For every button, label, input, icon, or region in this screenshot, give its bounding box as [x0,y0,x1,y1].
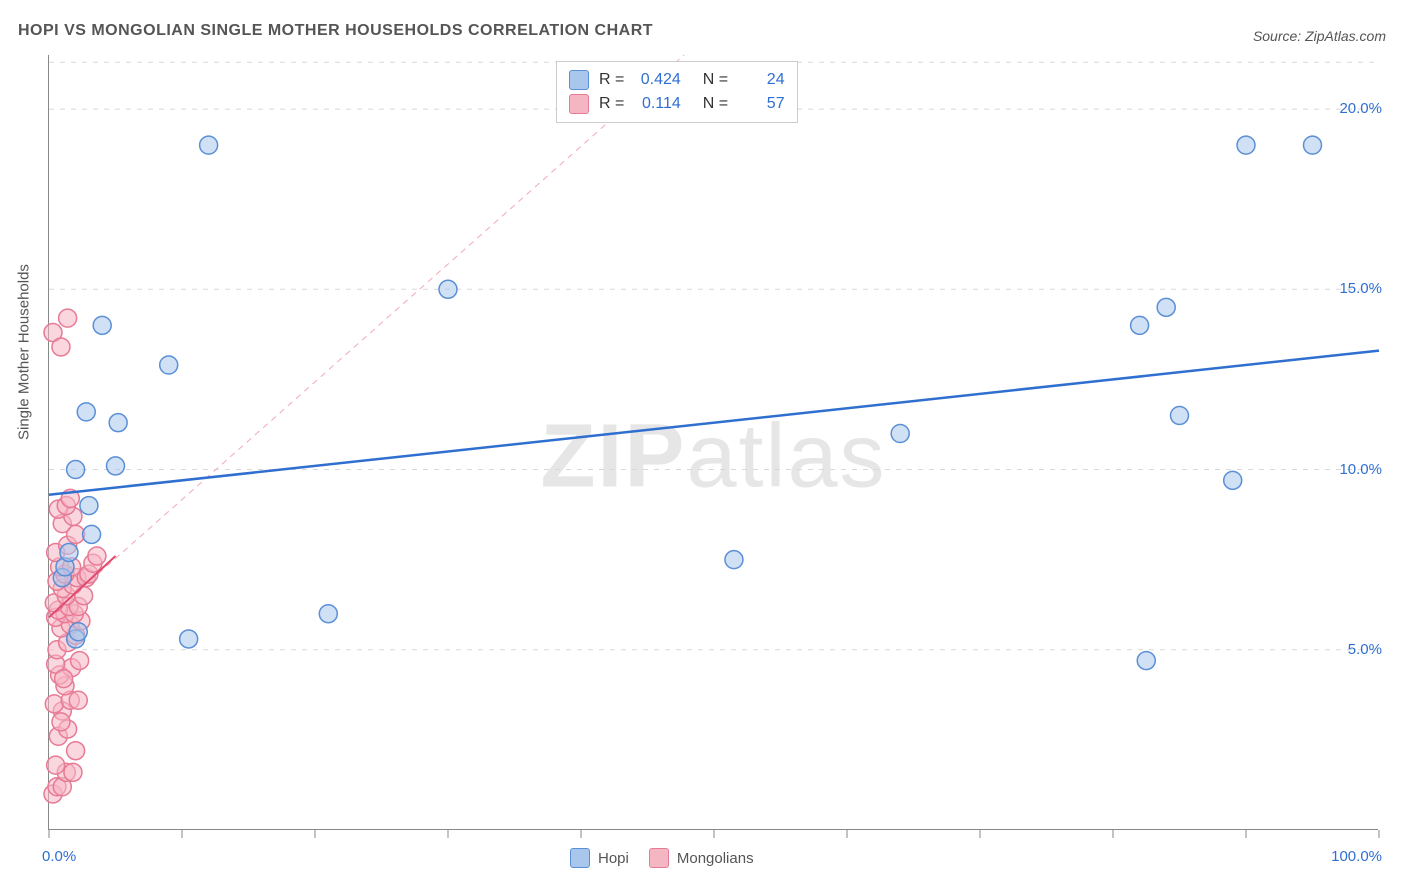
legend-swatch-hopi [569,70,589,90]
chart-title: HOPI VS MONGOLIAN SINGLE MOTHER HOUSEHOL… [18,22,653,40]
n-label: N = 57 [703,92,785,116]
y-tick-5: 5.0% [1348,641,1382,658]
x-tick-100: 100.0% [1331,848,1382,865]
r-label: R = 0.424 [599,68,681,92]
y-axis-label: Single Mother Households [16,264,33,440]
legend-item-hopi: Hopi [570,848,629,868]
legend-label: Hopi [598,850,629,867]
legend-swatch-mongolians [569,94,589,114]
chart-svg [49,55,1378,829]
source-attribution: Source: ZipAtlas.com [1253,28,1386,44]
y-tick-15: 15.0% [1339,280,1382,297]
plot-area: ZIPatlas [48,55,1378,830]
r-label: R = 0.114 [599,92,681,116]
series-legend: Hopi Mongolians [570,848,754,868]
correlation-legend: R = 0.424 N = 24 R = 0.114 N = 57 [556,61,798,123]
y-tick-10: 10.0% [1339,461,1382,478]
legend-row-mongolians: R = 0.114 N = 57 [569,92,785,116]
legend-swatch-hopi [570,848,590,868]
n-label: N = 24 [703,68,785,92]
y-tick-20: 20.0% [1339,100,1382,117]
legend-label: Mongolians [677,850,754,867]
legend-row-hopi: R = 0.424 N = 24 [569,68,785,92]
legend-item-mongolians: Mongolians [649,848,754,868]
x-tick-0: 0.0% [42,848,76,865]
legend-swatch-mongolians [649,848,669,868]
